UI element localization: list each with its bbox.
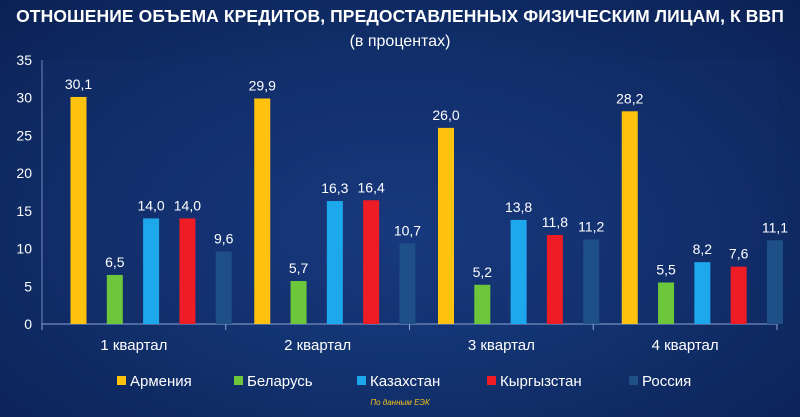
data-label: 7,6 (729, 246, 749, 262)
bar (326, 201, 343, 324)
legend-swatch (234, 376, 243, 385)
y-tick-label: 5 (24, 278, 32, 294)
chart-subtitle: (в процентах) (349, 33, 451, 50)
data-label: 26,0 (432, 107, 459, 123)
data-label: 6,5 (105, 254, 125, 270)
data-label: 11,1 (762, 219, 788, 235)
legend-swatch (117, 376, 126, 385)
bar (694, 262, 711, 324)
bar (70, 96, 87, 325)
y-tick-label: 20 (16, 165, 32, 181)
bar (730, 266, 747, 324)
legend: Армения Беларусь Казахстан Кыргызстан Россия (117, 373, 691, 390)
data-label: 10,7 (394, 222, 421, 238)
legend-label: Казахстан (370, 373, 440, 390)
data-label: 9,6 (214, 231, 234, 247)
bar (546, 234, 563, 324)
y-tick-label: 10 (16, 241, 32, 257)
y-tick-label: 25 (16, 127, 32, 143)
legend-label: Беларусь (247, 373, 313, 390)
bar (658, 282, 675, 324)
bars: 30,1 29,9 26,0 28,2 6,5 5,7 5,2 5,5 14,0 16,3 13,8… (65, 76, 788, 325)
data-label: 30,1 (65, 76, 92, 92)
data-label: 29,9 (249, 77, 276, 93)
bar (363, 200, 380, 324)
legend-swatch (487, 376, 496, 385)
bar (510, 219, 527, 324)
legend-label: Кыргызстан (500, 373, 582, 390)
data-label: 14,0 (137, 197, 164, 213)
data-label: 11,2 (578, 219, 604, 235)
y-tick-label: 30 (16, 90, 32, 106)
y-tick-label: 0 (24, 316, 32, 332)
bar (583, 239, 600, 324)
x-tick-label: 1 квартал (100, 337, 167, 354)
bar (438, 127, 454, 324)
source-note: По данным ЕЭК (370, 398, 430, 407)
bar (290, 281, 307, 324)
legend-label: Россия (642, 373, 691, 390)
data-label: 13,8 (505, 199, 532, 215)
y-tick-label: 15 (16, 203, 32, 219)
legend-swatch (357, 376, 366, 385)
bar (215, 251, 232, 324)
chart-title: ОТНОШЕНИЕ ОБЪЕМА КРЕДИТОВ, ПРЕДОСТАВЛЕНН… (16, 6, 784, 26)
data-label: 16,3 (321, 180, 348, 196)
data-label: 14,0 (174, 197, 201, 213)
bar (179, 218, 196, 324)
bar (621, 111, 638, 324)
bar (143, 218, 160, 324)
x-tick-label: 2 квартал (284, 337, 351, 354)
legend-swatch (629, 376, 638, 385)
x-axis: 1 квартал 2 квартал 3 квартал 4 квартал (41, 323, 778, 354)
bar (399, 243, 416, 324)
bar (106, 274, 123, 324)
legend-label: Армения (130, 373, 192, 390)
data-label: 5,7 (289, 260, 309, 276)
data-label: 5,5 (656, 262, 676, 278)
bar (766, 240, 783, 324)
data-label: 8,2 (693, 241, 713, 257)
data-label: 28,2 (616, 90, 643, 106)
bar (474, 284, 491, 324)
data-label: 16,4 (358, 179, 385, 195)
bar (254, 98, 271, 325)
y-tick-label: 35 (16, 52, 32, 68)
x-tick-label: 3 квартал (468, 337, 535, 354)
data-label: 11,8 (542, 214, 568, 230)
x-tick-label: 4 квартал (652, 337, 719, 354)
y-axis: 0 5 10 15 20 25 30 35 (16, 52, 43, 332)
data-label: 5,2 (473, 264, 493, 280)
